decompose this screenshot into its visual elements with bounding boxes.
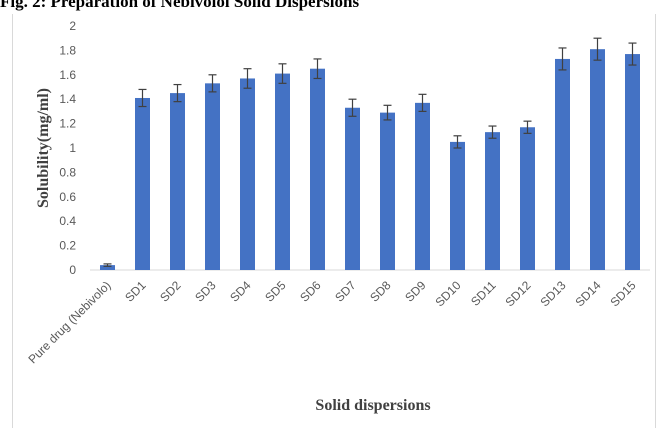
error-bar (418, 93, 427, 113)
y-tick-label: 0 (69, 263, 76, 277)
bar (275, 73, 290, 270)
x-tick-label: SD2 (157, 278, 184, 305)
error-bar (313, 58, 322, 80)
error-bar (523, 120, 532, 134)
bar (100, 265, 115, 270)
bar-series (100, 37, 640, 271)
chart-frame-left-border (12, 14, 13, 428)
x-tick-label: SD12 (502, 278, 533, 309)
y-tick-label: 1.8 (59, 43, 76, 57)
bar (555, 58, 570, 270)
y-tick-label: 0.4 (59, 214, 76, 228)
x-tick-label: SD1 (122, 278, 149, 305)
error-bar (488, 125, 497, 139)
bar (345, 107, 360, 271)
error-bar (628, 42, 637, 66)
error-bar (208, 74, 217, 93)
x-tick-label: SD6 (297, 278, 324, 305)
x-tick-label: SD9 (402, 278, 429, 305)
y-tick-label: 1.6 (59, 68, 76, 82)
y-tick-label: 1 (69, 141, 76, 155)
bar (450, 141, 465, 270)
bar (240, 78, 255, 271)
bar (625, 54, 640, 271)
bar (590, 49, 605, 271)
x-tick-label: SD15 (607, 278, 638, 309)
error-bar (558, 47, 567, 71)
bar (380, 112, 395, 271)
x-tick-label: SD8 (367, 278, 394, 305)
y-axis-title: Solubility(mg/ml) (35, 88, 52, 208)
error-bar (383, 104, 392, 121)
error-bar (243, 68, 252, 89)
bar (170, 93, 185, 270)
bar (520, 127, 535, 270)
y-tick-label: 1.2 (59, 117, 76, 131)
x-tick-label: SD5 (262, 278, 289, 305)
figure-caption: Fig. 2: Preparation of Nebivolol Solid D… (0, 0, 360, 11)
y-tick-label: 0.6 (59, 190, 76, 204)
x-tick-label: SD11 (468, 278, 499, 309)
error-bar (173, 83, 182, 103)
error-bar (103, 263, 112, 267)
error-bar (278, 63, 287, 84)
bar (310, 68, 325, 270)
bar (205, 83, 220, 270)
x-tick-label: Pure drug (Nebivolo) (25, 278, 113, 366)
y-tick-label: 2 (69, 19, 76, 33)
error-bar (453, 135, 462, 149)
y-tick-label: 0.8 (59, 165, 76, 179)
x-axis-ticks: Pure drug (Nebivolo) SD1 SD2 SD3 SD4 SD5 SD6 SD… (25, 278, 638, 366)
x-tick-label: SD4 (227, 278, 254, 305)
x-tick-label: SD7 (332, 278, 359, 305)
y-tick-label: 1.4 (59, 92, 76, 106)
error-bar (593, 37, 602, 61)
x-tick-label: SD14 (572, 278, 603, 309)
chart-frame-right-border (655, 14, 656, 428)
bar (485, 132, 500, 270)
y-tick-label: 0.2 (59, 239, 76, 253)
x-axis-title: Solid dispersions (315, 397, 430, 414)
bar (415, 102, 430, 270)
x-tick-label: SD13 (537, 278, 568, 309)
y-axis-ticks: 0 0.2 0.4 0.6 0.8 1 1.2 1.4 1.6 1.8 2 (59, 19, 76, 277)
bar (135, 97, 150, 270)
error-bar (348, 98, 357, 117)
x-tick-label: SD10 (432, 278, 463, 309)
x-tick-label: SD3 (192, 278, 219, 305)
error-bar (138, 88, 147, 108)
